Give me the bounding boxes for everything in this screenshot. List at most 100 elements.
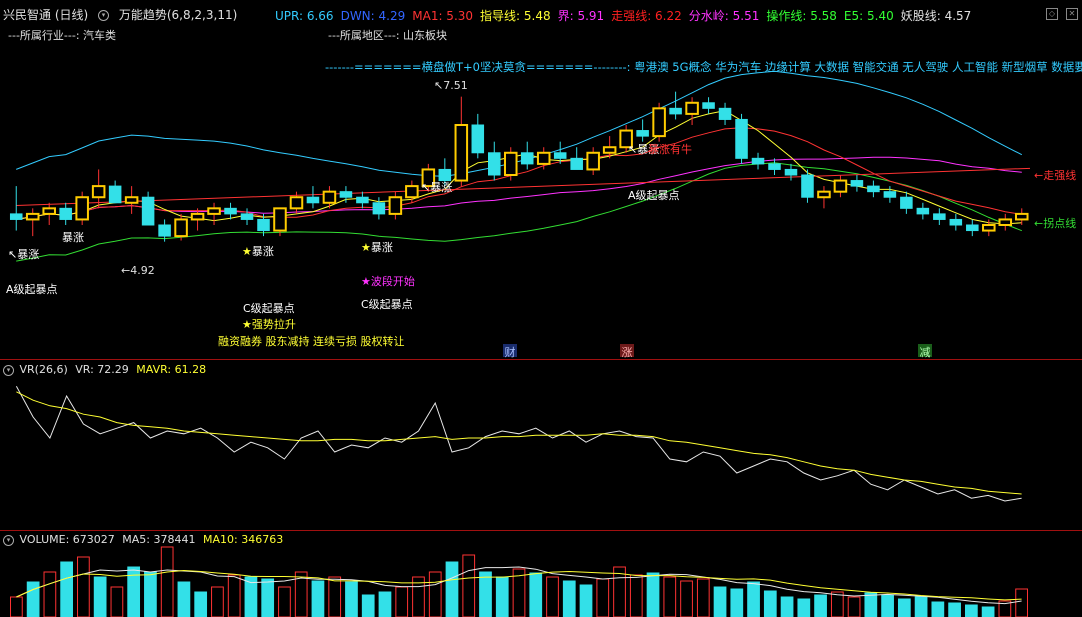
candle-body <box>503 151 518 176</box>
annotation-baozhang-1: ↖暴涨 <box>8 248 40 261</box>
volume-bar <box>847 596 861 617</box>
vr-chart[interactable] <box>0 360 1082 531</box>
volume-bar <box>77 556 90 617</box>
volume-bar <box>26 581 40 617</box>
candle-body <box>536 151 551 165</box>
candle-body <box>339 191 353 198</box>
volume-bar <box>579 584 593 617</box>
volume-bar <box>964 604 978 617</box>
candle-body <box>636 130 649 137</box>
indicator-value-5: 走强线: 6.22 <box>611 9 682 23</box>
candle-body <box>471 124 485 154</box>
volume-bar <box>730 588 744 617</box>
volume-bar <box>60 561 74 617</box>
candle-body <box>586 151 600 171</box>
volume-bar <box>244 576 258 617</box>
dropdown-icon[interactable]: ▾ <box>3 534 14 546</box>
volume-bar <box>546 576 559 617</box>
volume-bar <box>211 586 224 617</box>
volume-bar <box>177 581 191 617</box>
line-label-zouqiang: ←走强线 <box>1034 169 1077 182</box>
low-price-label: ←4.92 <box>121 264 155 277</box>
indicator-value-1: DWN: 4.29 <box>340 9 406 23</box>
candle-body <box>372 202 386 215</box>
volume-ma10-line <box>16 569 1022 601</box>
candle-body <box>867 185 880 193</box>
candle-body <box>751 157 765 165</box>
vr-title[interactable]: VR(26,6) <box>19 363 68 376</box>
annotation-strong-rise: ★强势拉升 <box>242 318 296 331</box>
annotation-baozhang-5: ↖暴涨 <box>421 181 453 194</box>
volume-chart[interactable] <box>0 531 1082 617</box>
ma-red-line <box>16 127 1022 220</box>
volume-bar <box>445 561 459 617</box>
volume-bar <box>361 594 375 617</box>
indicator-value-4: 界: 5.91 <box>557 9 605 23</box>
stock-title: 兴民智通 (日线) <box>3 8 89 22</box>
candle-body <box>669 107 682 115</box>
candle-body <box>59 207 72 220</box>
annotation-baozhang-2: 暴涨 <box>62 231 84 244</box>
diamond-icon[interactable]: ◇ <box>1046 8 1058 20</box>
candle-body <box>190 212 205 221</box>
candle-body <box>570 157 583 170</box>
candle-body <box>257 218 270 232</box>
volume-bar <box>897 598 911 617</box>
volume-bar <box>646 572 660 617</box>
vr-header: ▾ VR(26,6) VR: 72.29 MAVR: 61.28 <box>3 363 206 376</box>
marker-jian[interactable]: 减 <box>918 344 932 359</box>
candle-body <box>91 185 106 199</box>
candle-body <box>75 196 89 221</box>
candle-body <box>42 207 56 215</box>
indicator-name[interactable]: 万能趋势(6,8,2,3,11) <box>118 8 238 22</box>
volume-bar <box>462 554 476 617</box>
mavr-line <box>16 391 1022 495</box>
candle-body <box>982 224 996 232</box>
candle-body <box>718 107 732 120</box>
dropdown-icon[interactable]: ▾ <box>98 10 110 21</box>
candle-body <box>158 224 171 237</box>
annotation-baozhang-3: ★暴涨 <box>242 245 274 258</box>
candle-body <box>207 207 221 215</box>
candle-body <box>438 168 452 182</box>
volume-header: ▾ VOLUME: 673027 MA5: 378441 MA10: 34676… <box>3 533 283 546</box>
close-icon[interactable]: ✕ <box>1066 8 1078 20</box>
indicator-value-3: 指导线: 5.48 <box>480 9 551 23</box>
volume-bar <box>864 592 878 617</box>
volume-title[interactable]: VOLUME: 673027 <box>19 533 115 546</box>
volume-bar <box>378 591 392 617</box>
volume-bar <box>529 572 543 617</box>
volume-bar <box>914 596 928 617</box>
candle-body <box>520 152 534 165</box>
candle-body <box>998 218 1013 226</box>
volume-bar <box>948 602 961 617</box>
candle-body <box>124 196 139 204</box>
candle-body <box>141 196 155 226</box>
candle-body <box>421 168 436 188</box>
volume-bar <box>663 576 677 617</box>
volume-bar <box>629 574 643 617</box>
volume-bar <box>797 598 811 617</box>
vr-panel[interactable]: ▾ VR(26,6) VR: 72.29 MAVR: 61.28 <box>0 359 1082 531</box>
volume-bar <box>596 578 610 617</box>
candle-body <box>306 196 320 204</box>
ma-magenta-line <box>16 156 1022 220</box>
price-chart[interactable] <box>0 0 1082 358</box>
candle-body <box>916 207 930 215</box>
volume-bar <box>311 580 325 617</box>
dropdown-icon[interactable]: ▾ <box>3 364 14 376</box>
vr-line <box>15 385 1022 502</box>
marker-cai[interactable]: 财 <box>503 344 517 359</box>
ma-yellow-line <box>16 110 1022 225</box>
candle-body <box>817 190 831 199</box>
volume-bar <box>278 586 291 617</box>
candle-body <box>784 168 798 176</box>
price-panel[interactable]: 兴民智通 (日线) ▾ 万能趋势(6,8,2,3,11) UPR: 6.66 DW… <box>0 0 1082 359</box>
industry-info: ---所属行业---: 汽车类 <box>8 29 117 42</box>
volume-panel[interactable]: ▾ VOLUME: 673027 MA5: 378441 MA10: 34676… <box>0 530 1082 617</box>
marker-zhang[interactable]: 涨 <box>620 344 634 359</box>
candle-body <box>553 152 567 159</box>
indicator-value-0: UPR: 6.66 <box>275 9 334 23</box>
candle-body <box>652 107 666 138</box>
volume-bar <box>562 580 576 617</box>
